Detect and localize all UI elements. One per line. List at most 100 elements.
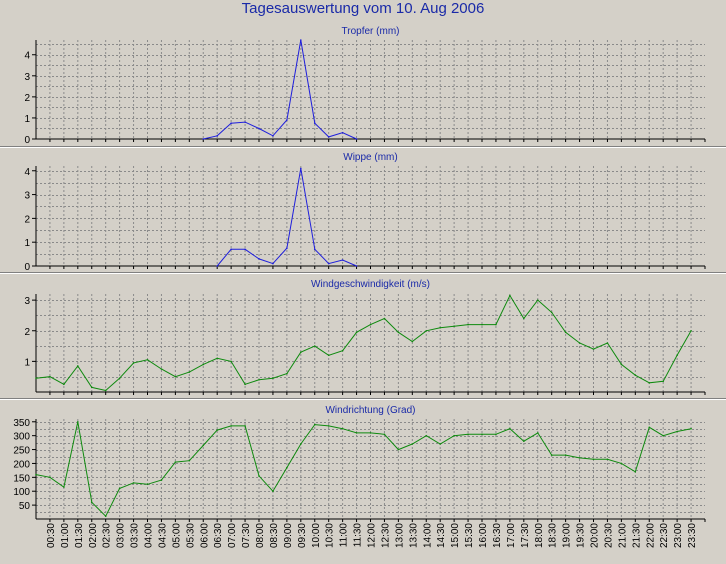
data-point bbox=[523, 440, 525, 443]
data-point bbox=[690, 427, 692, 430]
data-point bbox=[411, 340, 414, 343]
data-point bbox=[63, 383, 65, 386]
data-point bbox=[300, 443, 302, 445]
data-point bbox=[509, 294, 511, 297]
x-tick-label: 02:00 bbox=[88, 523, 99, 548]
series-line bbox=[203, 39, 357, 140]
data-point bbox=[369, 432, 372, 434]
x-tick-label: 12:00 bbox=[367, 523, 378, 548]
data-point bbox=[146, 359, 149, 361]
data-point bbox=[132, 482, 135, 484]
data-point bbox=[77, 420, 79, 423]
y-tick-label: 1 bbox=[24, 357, 30, 368]
data-point bbox=[425, 434, 428, 437]
data-point bbox=[425, 329, 428, 332]
chart-title: Wippe (mm) bbox=[343, 152, 397, 163]
data-point bbox=[564, 331, 567, 334]
y-tick-label: 350 bbox=[13, 418, 30, 429]
data-point bbox=[300, 39, 302, 41]
y-tick-label: 2 bbox=[24, 93, 30, 104]
data-point bbox=[397, 331, 400, 334]
data-point bbox=[118, 377, 121, 380]
data-point bbox=[509, 427, 511, 430]
data-point bbox=[202, 363, 205, 366]
data-point bbox=[286, 372, 288, 375]
data-point bbox=[90, 386, 93, 389]
x-tick-label: 20:30 bbox=[603, 523, 614, 548]
data-point bbox=[35, 377, 37, 380]
y-tick-label: 200 bbox=[13, 459, 30, 470]
series-line bbox=[35, 421, 692, 518]
y-tick-label: 0 bbox=[24, 135, 30, 146]
data-point bbox=[104, 389, 107, 392]
x-tick-label: 05:00 bbox=[171, 523, 182, 548]
x-tick-label: 11:00 bbox=[339, 523, 350, 548]
data-point bbox=[230, 360, 232, 363]
data-point bbox=[536, 299, 539, 301]
data-point bbox=[355, 331, 358, 334]
x-tick-label: 20:00 bbox=[590, 523, 601, 548]
x-tick-label: 21:30 bbox=[631, 523, 642, 548]
data-point bbox=[286, 119, 288, 121]
data-point bbox=[216, 357, 218, 360]
data-point bbox=[188, 459, 191, 462]
data-point bbox=[369, 323, 372, 326]
data-point bbox=[411, 443, 414, 445]
data-point bbox=[341, 259, 344, 261]
x-tick-label: 18:00 bbox=[534, 523, 545, 548]
x-tick-label: 08:30 bbox=[269, 523, 280, 548]
chart-title: Tropfer (mm) bbox=[342, 26, 400, 37]
data-point bbox=[174, 461, 177, 463]
data-point bbox=[160, 368, 163, 370]
data-point bbox=[146, 483, 149, 486]
data-point bbox=[634, 374, 637, 376]
x-tick-label: 17:30 bbox=[520, 523, 531, 548]
data-point bbox=[272, 377, 274, 380]
data-point bbox=[313, 345, 316, 347]
data-point bbox=[481, 433, 483, 436]
y-tick-label: 1 bbox=[24, 114, 30, 125]
x-tick-label: 01:00 bbox=[60, 523, 71, 548]
x-tick-label: 10:00 bbox=[311, 523, 322, 548]
data-point bbox=[104, 515, 107, 518]
x-tick-label: 22:30 bbox=[659, 523, 670, 548]
x-tick-label: 03:00 bbox=[116, 523, 127, 548]
data-point bbox=[313, 122, 316, 125]
x-tick-label: 19:00 bbox=[562, 523, 573, 548]
data-point bbox=[202, 444, 205, 447]
data-point bbox=[230, 425, 232, 427]
data-point bbox=[216, 429, 218, 431]
y-tick-label: 1 bbox=[24, 238, 30, 249]
data-point bbox=[327, 354, 330, 357]
data-point bbox=[258, 378, 260, 381]
data-point bbox=[355, 138, 358, 140]
data-point bbox=[63, 486, 65, 488]
x-tick-label: 04:30 bbox=[157, 523, 168, 548]
data-point bbox=[258, 127, 260, 130]
data-point bbox=[550, 311, 553, 314]
chart-title: Windrichtung (Grad) bbox=[325, 405, 415, 416]
data-point bbox=[662, 380, 664, 383]
x-tick-label: 10:30 bbox=[325, 523, 336, 548]
data-point bbox=[634, 470, 637, 473]
data-point bbox=[300, 351, 302, 353]
x-tick-label: 02:30 bbox=[102, 523, 113, 548]
y-tick-label: 300 bbox=[13, 432, 30, 443]
data-point bbox=[174, 375, 177, 378]
data-point bbox=[272, 490, 274, 493]
data-point bbox=[327, 262, 330, 265]
y-tick-label: 4 bbox=[24, 167, 30, 178]
data-point bbox=[160, 479, 163, 481]
data-point bbox=[578, 342, 581, 344]
data-point bbox=[327, 136, 330, 138]
data-point bbox=[258, 475, 260, 477]
series-line bbox=[35, 294, 692, 392]
x-tick-label: 14:00 bbox=[422, 523, 433, 548]
panel-separator bbox=[0, 398, 726, 400]
data-point bbox=[230, 248, 232, 251]
x-tick-label: 22:00 bbox=[645, 523, 656, 548]
x-tick-label: 15:00 bbox=[450, 523, 461, 548]
data-point bbox=[383, 317, 386, 320]
data-point bbox=[676, 430, 678, 433]
data-point bbox=[662, 434, 664, 437]
